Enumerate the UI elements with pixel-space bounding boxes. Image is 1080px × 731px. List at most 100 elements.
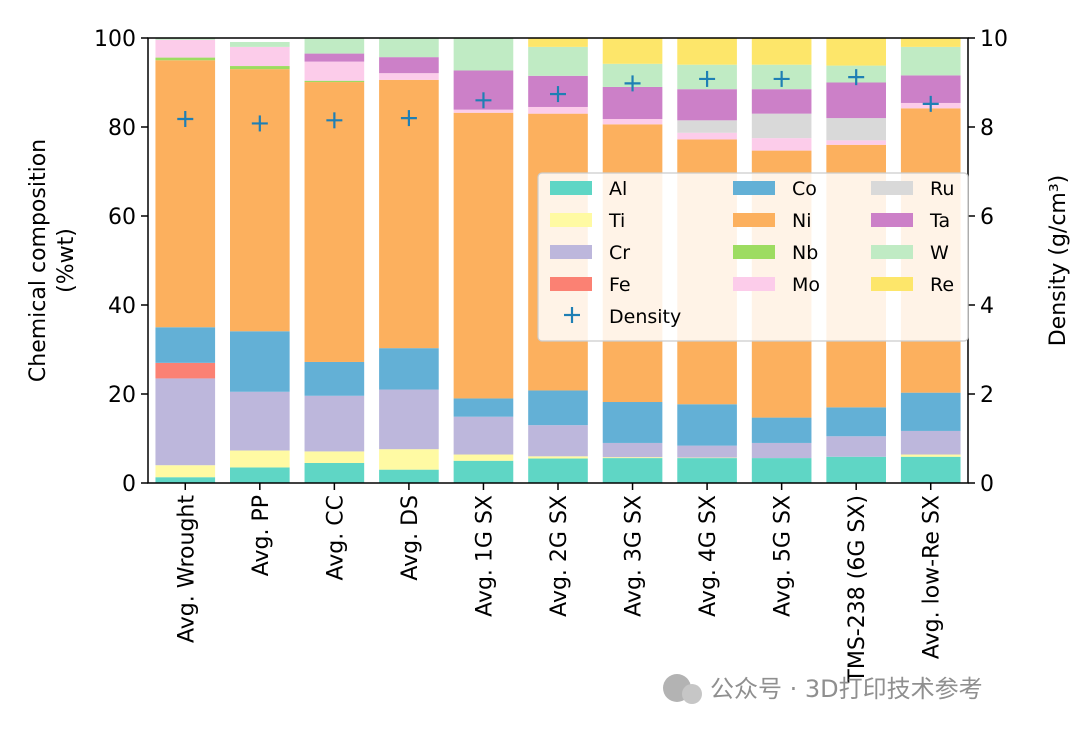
bar-segment-ti — [379, 449, 439, 470]
bar-segment-nb — [230, 66, 290, 70]
bar-segment-cr — [826, 436, 886, 457]
x-tick-label: Avg. PP — [249, 495, 274, 576]
watermark-text: 公众号 · 3D打印技术参考 — [710, 675, 983, 703]
density-marker — [326, 112, 343, 129]
bar-segment-co — [453, 398, 514, 417]
legend-label: Cr — [609, 242, 630, 264]
density-marker — [922, 95, 939, 112]
bar-segment-ta — [379, 57, 439, 74]
watermark: 公众号 · 3D打印技术参考 — [663, 674, 983, 704]
bar-segment-w — [900, 46, 961, 76]
density-marker — [251, 115, 268, 132]
bar-segment-cr — [751, 442, 812, 459]
legend-swatch — [550, 213, 592, 227]
x-tick-label: Avg. 3G SX — [622, 495, 647, 617]
x-tick-label: Avg. DS — [398, 495, 423, 581]
bar-segment-ti — [453, 454, 514, 461]
legend-swatch — [550, 245, 592, 259]
x-tick-label: Avg. 1G SX — [472, 495, 497, 617]
bar-segment-ti — [602, 457, 663, 459]
bar-segment-al — [826, 456, 886, 483]
bar-segment-re — [826, 38, 886, 66]
y2-tick-label: 2 — [980, 383, 994, 408]
bar-segment-al — [379, 469, 439, 483]
bar-segment-cr — [230, 391, 290, 451]
x-tick-label: Avg. Wrought — [174, 495, 199, 643]
legend-entry-ru: Ru — [871, 178, 954, 200]
bar-segment-al — [751, 458, 812, 483]
density-marker — [177, 110, 194, 127]
bar-segment-mo — [677, 132, 737, 140]
legend-entry-ta: Ta — [871, 210, 950, 232]
x-tick-label: Avg. 5G SX — [771, 495, 796, 617]
bar-segment-co — [751, 417, 812, 443]
y2-tick-label: 4 — [980, 294, 994, 319]
bar-segment-w — [155, 38, 216, 40]
bar-segment-ti — [528, 456, 588, 459]
bar-segment-mo — [751, 138, 812, 151]
y2-tick-label: 0 — [980, 472, 994, 497]
bar-segment-cr — [304, 395, 365, 452]
legend-label: Re — [930, 274, 954, 296]
legend-swatch — [733, 181, 775, 195]
bar-segment-co — [230, 331, 290, 392]
bar-segment-al — [155, 477, 216, 483]
bar-segment-cr — [900, 430, 961, 455]
y2-tick-label: 8 — [980, 116, 994, 141]
legend-label: Ru — [930, 178, 954, 200]
x-tick-label: Avg. 4G SX — [696, 495, 721, 617]
bar-segment-ni — [453, 112, 514, 399]
bar-segment-co — [304, 361, 365, 396]
bar-segment-ta — [602, 86, 663, 119]
bar-segment-ru — [826, 118, 886, 141]
legend-swatch — [733, 277, 775, 291]
density-markers — [177, 69, 939, 132]
bar-segment-co — [900, 392, 961, 431]
y2-tick-label: 6 — [980, 205, 994, 230]
bar-segment-al — [304, 462, 365, 483]
y-tick-label: 100 — [94, 27, 136, 52]
x-tick-label: Avg. 2G SX — [547, 495, 572, 617]
y-tick-label: 40 — [108, 294, 136, 319]
density-marker — [550, 86, 566, 103]
legend-label: Ni — [792, 210, 812, 232]
bar-segment-ti — [304, 451, 365, 463]
bar-segment-cr — [453, 416, 514, 455]
bar-segment-ta — [304, 53, 365, 62]
bar-segment-cr — [677, 445, 737, 458]
legend-entry-ti: Ti — [550, 210, 625, 232]
bar-segment-co — [155, 327, 216, 363]
bar-segment-ni — [155, 60, 216, 328]
legend-swatch — [550, 277, 592, 291]
bar-segment-re — [528, 38, 588, 47]
bar-segment-nb — [155, 57, 216, 61]
bar-segment-co — [826, 407, 886, 437]
bar-segment-co — [602, 402, 663, 443]
x-axis: Avg. Wrought Avg. PP Avg. CC Avg. DS Avg. 1G… — [174, 483, 945, 684]
density-marker — [773, 70, 790, 87]
legend-label: Density — [609, 306, 681, 328]
bar-segment-ta — [677, 89, 737, 121]
legend-entry-ni: Ni — [733, 210, 812, 232]
y-tick-label: 60 — [108, 205, 136, 230]
legend-swatch — [871, 213, 913, 227]
legend-swatch — [550, 181, 592, 195]
legend-entry-nb: Nb — [733, 242, 818, 264]
y-tick-label: 0 — [122, 472, 136, 497]
bar-segment-re — [751, 38, 812, 65]
legend-entry-w: W — [871, 242, 949, 264]
bar-segment-w — [602, 63, 663, 87]
bar-segment-ti — [900, 454, 961, 457]
x-tick-label: Avg. CC — [323, 495, 348, 580]
bar-segment-w — [379, 38, 439, 58]
bar-segment-cr — [528, 425, 588, 457]
y-axis-left: 0 20 40 60 80 100 — [94, 27, 148, 497]
bar-segment-ru — [751, 113, 812, 139]
legend-swatch — [871, 245, 913, 259]
y-tick-label: 20 — [108, 383, 136, 408]
bar-segment-al — [453, 460, 514, 483]
density-marker — [475, 92, 492, 109]
bar-segment-al — [528, 458, 588, 483]
legend-entry-density: Density — [564, 306, 681, 328]
